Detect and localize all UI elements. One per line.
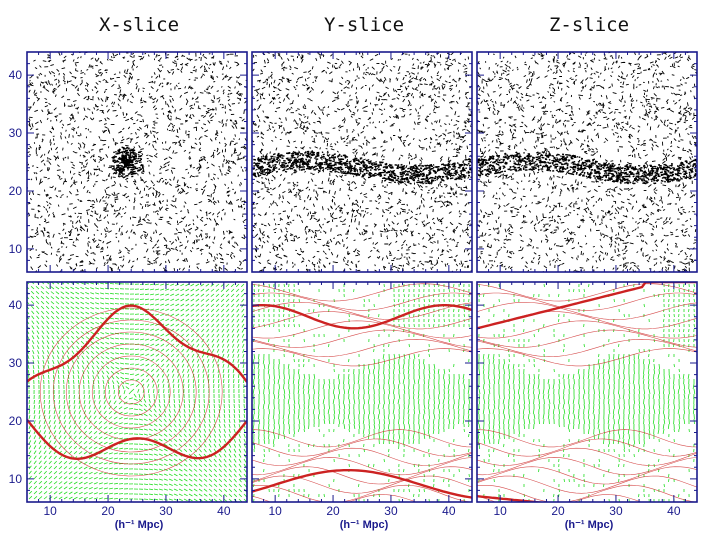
panel-frame [476,281,698,503]
x-tick-label: 30 [609,504,623,518]
particle-panel-3 [477,52,697,272]
x-tick-label: 10 [268,504,282,518]
velocity-vectors [27,282,247,502]
panel-frame [251,51,473,273]
zero-contour [252,304,472,499]
x-tick-label: 40 [217,504,231,518]
particle-field [27,52,247,272]
tick-marks [477,281,698,502]
particle-clusters [477,151,697,185]
x-tick-label: 10 [43,504,57,518]
density-contours [252,283,472,502]
x-tick-label: 20 [326,504,340,518]
x-tick-label: 40 [442,504,456,518]
particle-panel-2 [252,52,472,272]
x-slice-title: X-slice [98,14,180,36]
velocity-panel-6 [477,282,697,502]
x-tick-label: 20 [101,504,115,518]
y-tick-label: 40 [9,298,23,312]
y-tick-label: 30 [9,356,23,370]
zero-contour [477,282,697,502]
density-contours [39,307,223,477]
z-slice-xlabel: (h⁻¹ Mpc) [564,519,614,531]
x-slice-xlabel: (h⁻¹ Mpc) [114,519,164,531]
x-tick-label: 30 [384,504,398,518]
panel-frame [251,281,473,503]
x-tick-label: 30 [159,504,173,518]
y-tick-label: 20 [9,414,23,428]
density-contours [477,283,697,502]
velocity-panel-5 [252,283,472,502]
z-slice-title: Z-slice [548,14,630,36]
velocity-vectors [477,283,696,502]
y-tick-label: 40 [9,68,23,82]
y-slice-xlabel: (h⁻¹ Mpc) [339,519,389,531]
x-tick-label: 20 [551,504,565,518]
velocity-panel-4 [27,282,247,502]
panel-frame [26,51,248,273]
tick-marks [252,51,473,272]
tick-marks [252,281,473,502]
velocity-vectors [252,283,471,502]
particle-field [252,52,472,272]
y-tick-label: 10 [9,242,23,256]
y-tick-label: 30 [9,126,23,140]
tick-marks [477,51,698,272]
particle-panel-1 [27,52,247,272]
particle-field [477,52,697,272]
x-tick-label: 10 [493,504,507,518]
particle-clusters [252,150,472,185]
panel-frame [476,51,698,273]
tick-marks [27,51,248,272]
zero-contour [27,304,247,461]
y-tick-label: 10 [9,472,23,486]
panel-frame [26,281,248,503]
y-slice-title: Y-slice [323,14,405,36]
tick-marks [27,281,248,502]
y-tick-label: 20 [9,184,23,198]
x-tick-label: 40 [667,504,681,518]
particle-clusters [110,146,144,179]
